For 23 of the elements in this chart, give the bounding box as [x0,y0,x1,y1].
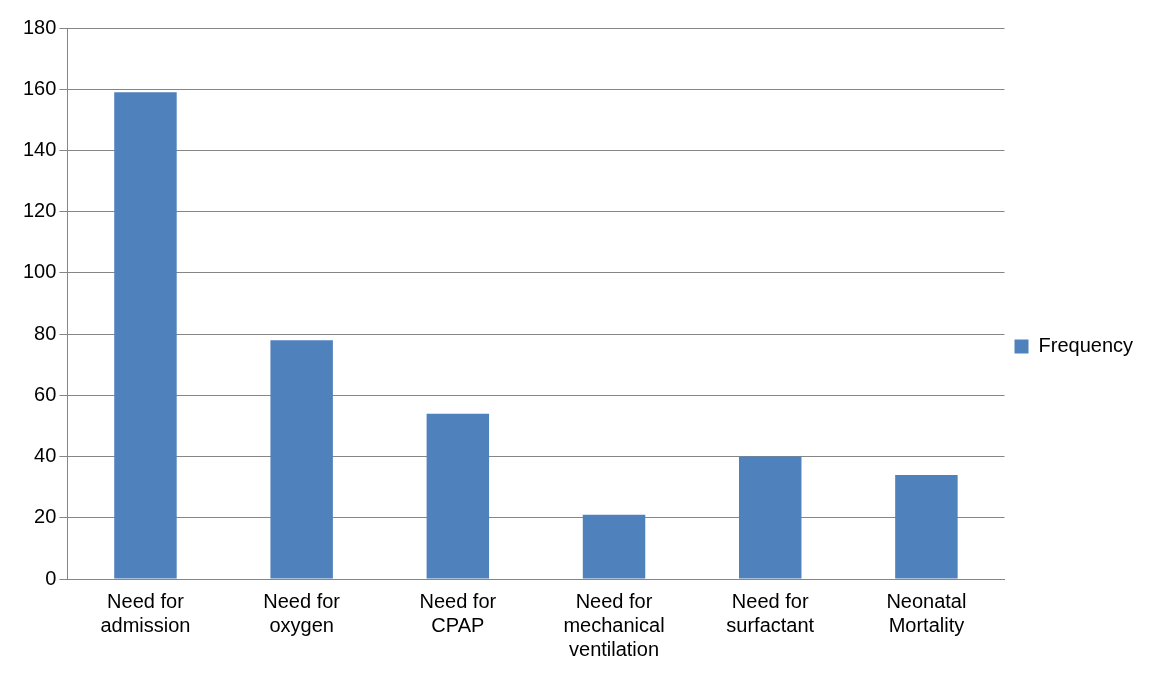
y-tick-label: 160 [22,76,57,99]
legend-label: Frequency [1038,334,1134,357]
y-tick-label: 140 [22,137,57,160]
bar [895,474,958,579]
x-tick-label: Need for surfactant [726,589,815,636]
bar [426,413,490,579]
y-tick-label: 0 [45,566,57,589]
y-tick-label: 100 [22,260,57,283]
bar [270,340,333,579]
x-tick-label: Need for CPAP [419,589,497,636]
bar [582,514,646,579]
y-tick-label: 80 [34,321,57,344]
y-tick-label: 20 [34,505,57,528]
y-tick-label: 120 [22,199,57,222]
y-tick-label: 60 [34,382,57,405]
bar [738,456,802,579]
x-tick-label: Need for mechanical ventilation [563,589,665,660]
x-tick-label: Need for oxygen [263,589,341,636]
x-tick-label: Need for admission [100,589,191,636]
bar [114,92,177,579]
x-tick-label: Neonatal Mortality [886,589,967,636]
y-tick-label: 180 [22,15,57,38]
y-tick-label: 40 [34,444,57,467]
